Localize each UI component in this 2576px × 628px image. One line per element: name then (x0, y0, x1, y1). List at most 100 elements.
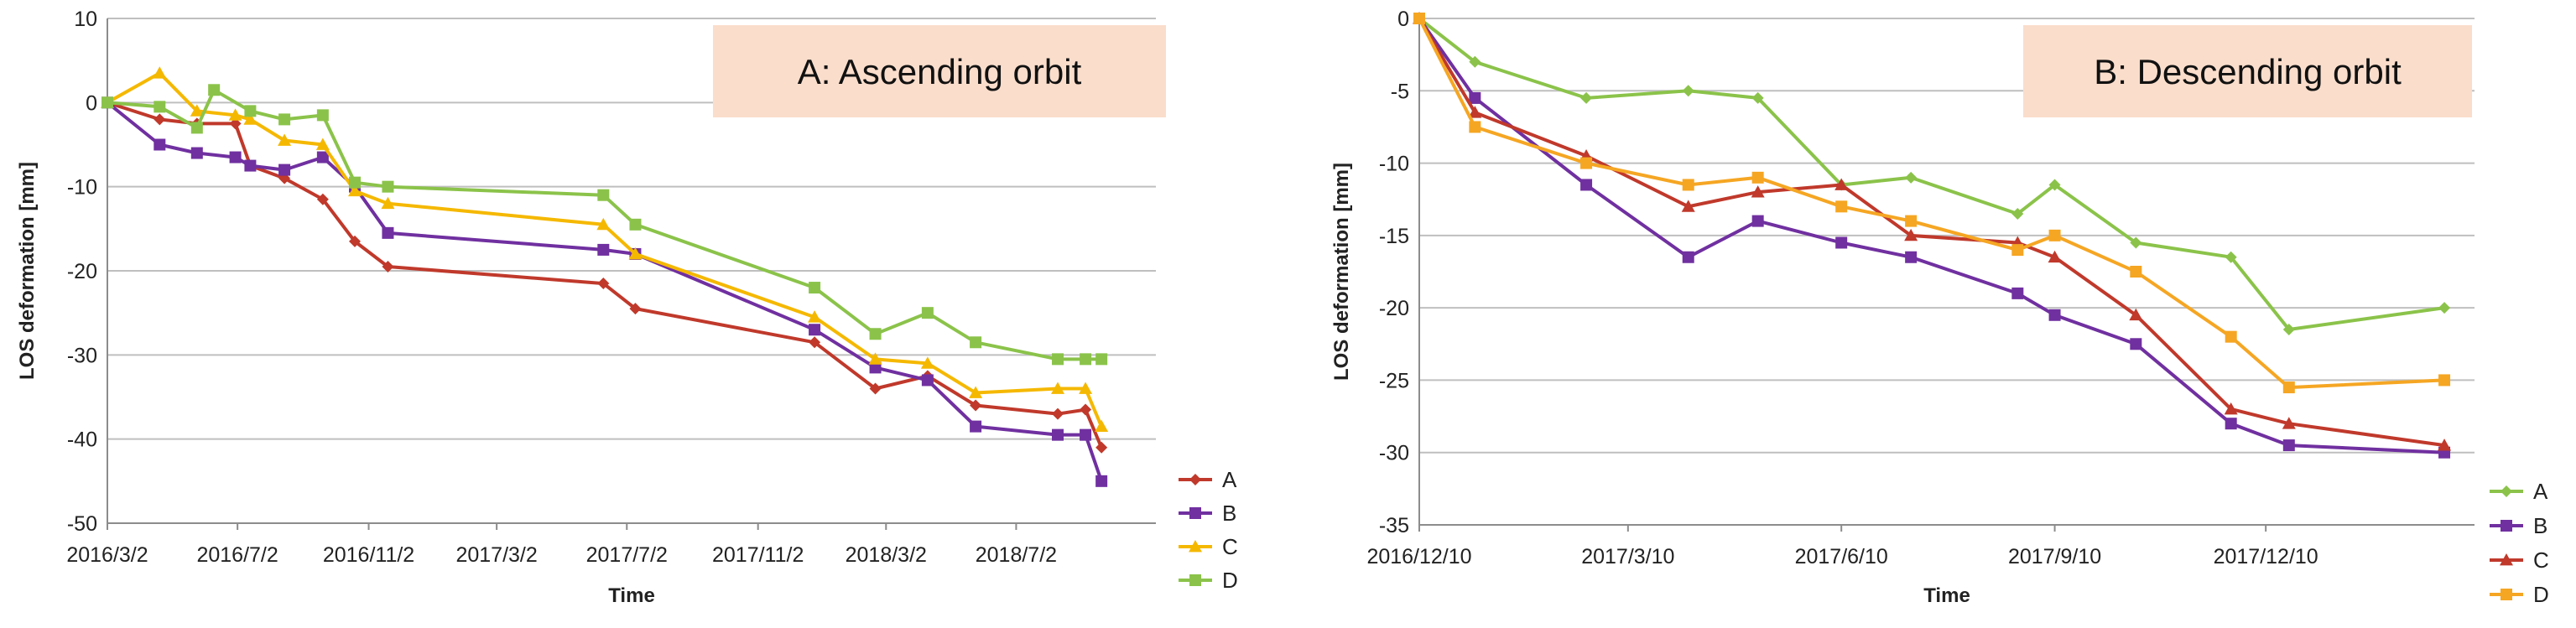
data-point-D (1095, 353, 1108, 366)
y-tick-label: -40 (67, 428, 97, 452)
series-line-A (107, 101, 1103, 449)
legend-label-C: C (1222, 534, 1238, 559)
legend-swatch-marker (1189, 507, 1201, 519)
legend-label-B: B (2533, 513, 2547, 538)
series-line-B (106, 101, 1103, 482)
y-axis-title: LOS deformation [mm] (16, 162, 39, 380)
y-tick-label: -30 (1379, 442, 1409, 465)
legend-swatch-marker (1189, 574, 1201, 586)
y-tick-label: -30 (67, 344, 97, 367)
y-tick-label: -35 (1379, 514, 1409, 537)
data-point-A (1682, 85, 1694, 97)
annotation-label: A: Ascending orbit (798, 52, 1082, 91)
data-point-C (1681, 200, 1695, 212)
data-point-C (2438, 439, 2452, 451)
legend-swatch-marker (2501, 485, 2512, 497)
data-point-B (597, 243, 610, 256)
data-point-A (1751, 91, 1764, 104)
chart-panel-1: 0 -5 -10 -15 -20 -25 -30 -35 2016/12/10 2017/3/10… (1330, 8, 2549, 607)
data-point-C (2224, 402, 2238, 415)
data-point-B (2011, 287, 2024, 299)
x-tick-label: 2017/6/10 (1795, 545, 1888, 568)
data-point-A (2438, 302, 2451, 314)
x-tick-label: 2017/12/10 (2214, 545, 2318, 568)
data-point-D (970, 336, 982, 349)
data-point-B (1095, 475, 1108, 487)
data-point-C (1095, 419, 1109, 433)
data-point-B (278, 163, 291, 176)
y-tick-label: -25 (1379, 369, 1409, 392)
data-point-B (970, 420, 982, 433)
data-point-B (1751, 215, 1764, 227)
data-point-B (190, 147, 203, 159)
data-point-D (382, 180, 394, 193)
data-point-A (154, 113, 166, 126)
data-point-D (1905, 215, 1918, 227)
x-tick-label: 2018/3/2 (846, 543, 927, 567)
data-point-B (1052, 428, 1064, 441)
data-point-A (2048, 179, 2061, 191)
legend-label-C: C (2533, 548, 2549, 573)
y-tick-label: 0 (86, 91, 97, 115)
x-tick-label: 2016/11/2 (323, 543, 414, 567)
data-point-D (190, 122, 203, 134)
data-point-B (2282, 439, 2295, 452)
legend-label-D: D (1222, 568, 1238, 593)
data-point-D (2282, 381, 2295, 394)
data-point-D (316, 109, 329, 122)
data-point-A (1080, 403, 1092, 416)
data-point-C (278, 133, 292, 146)
data-point-C (1834, 178, 1849, 190)
data-point-C (348, 184, 362, 197)
data-point-D (101, 96, 113, 109)
data-point-C (2129, 308, 2143, 321)
legend-swatch-marker (1189, 474, 1201, 485)
data-point-B (2225, 418, 2237, 430)
y-tick-label: 10 (74, 8, 97, 31)
data-point-D (1835, 200, 1848, 213)
data-point-C (920, 356, 934, 369)
data-point-B (809, 324, 821, 336)
data-point-A (970, 399, 982, 412)
annotation-box (713, 25, 1166, 117)
data-point-C (381, 196, 395, 210)
series-line-C (107, 71, 1103, 428)
data-point-A (382, 260, 394, 272)
legend-label-A: A (1222, 467, 1237, 492)
data-point-D (349, 176, 362, 189)
data-point-D (208, 84, 221, 96)
data-point-A (1469, 55, 1481, 68)
series-B (1413, 13, 2451, 459)
data-point-B (2048, 309, 2061, 321)
data-point-C (2048, 250, 2062, 263)
data-point-A (597, 278, 610, 290)
x-tick-label: 2017/9/10 (2008, 545, 2101, 568)
data-point-B (244, 159, 257, 172)
y-tick-label: 0 (1397, 8, 1409, 31)
series-D (101, 84, 1108, 366)
legend-label-D: D (2533, 582, 2549, 607)
data-point-A (1095, 441, 1108, 454)
y-tick-label: -20 (1379, 297, 1409, 320)
data-point-A (2130, 236, 2142, 249)
data-point-C (868, 352, 882, 365)
data-point-D (278, 113, 291, 126)
data-point-D (629, 218, 642, 231)
data-point-A (629, 303, 642, 315)
data-point-B (382, 226, 394, 239)
data-point-C (2282, 417, 2296, 429)
data-point-D (1682, 179, 1694, 191)
data-point-A (809, 336, 821, 349)
data-point-C (628, 247, 643, 260)
y-tick-label: -10 (67, 176, 97, 200)
data-point-C (153, 66, 167, 79)
series-D (1413, 13, 2451, 394)
x-axis-title: Time (608, 584, 655, 607)
data-point-B (1835, 236, 1848, 249)
data-point-B (2130, 338, 2142, 350)
data-point-B (316, 151, 329, 163)
y-tick-label: -15 (1379, 225, 1409, 248)
y-tick-label: -20 (67, 260, 97, 283)
